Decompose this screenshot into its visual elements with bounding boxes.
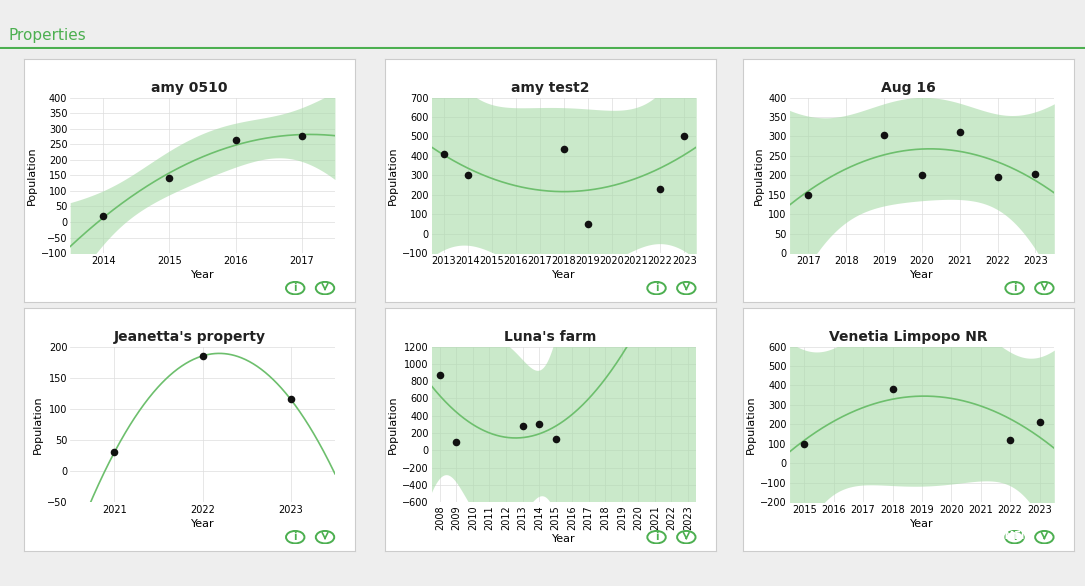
Y-axis label: Population: Population <box>746 395 756 454</box>
Text: Aug 16: Aug 16 <box>881 81 936 95</box>
Point <box>431 370 448 380</box>
Point <box>105 448 123 457</box>
Text: Venetia Limpopo NR: Venetia Limpopo NR <box>829 330 988 344</box>
Point <box>884 384 902 394</box>
Point <box>988 173 1006 182</box>
Point <box>194 351 212 360</box>
Point <box>1001 435 1019 445</box>
Point <box>1026 169 1044 179</box>
Text: i: i <box>1012 532 1017 542</box>
Point <box>547 434 564 444</box>
Text: DOWNLOAD JSON DOCUMENT: DOWNLOAD JSON DOCUMENT <box>875 532 1035 541</box>
Y-axis label: Population: Population <box>33 395 42 454</box>
Point <box>579 219 597 229</box>
Point <box>1031 418 1048 427</box>
X-axis label: Year: Year <box>552 534 576 544</box>
Point <box>94 211 112 220</box>
Point <box>459 171 476 180</box>
Point <box>282 395 299 404</box>
Text: amy 0510: amy 0510 <box>151 81 228 95</box>
Point <box>435 149 452 159</box>
Point <box>161 174 178 183</box>
Point <box>795 439 813 448</box>
Text: i: i <box>654 283 659 293</box>
Point <box>293 132 310 141</box>
Text: i: i <box>654 532 659 542</box>
Point <box>514 421 532 431</box>
Point <box>227 135 244 144</box>
Text: Luna's farm: Luna's farm <box>505 330 597 344</box>
X-axis label: Year: Year <box>191 270 215 280</box>
Point <box>676 132 693 141</box>
Point <box>800 190 817 199</box>
Point <box>651 184 668 193</box>
X-axis label: Year: Year <box>910 519 934 529</box>
Point <box>531 419 548 428</box>
Point <box>952 127 969 137</box>
X-axis label: Year: Year <box>552 270 576 280</box>
X-axis label: Year: Year <box>191 519 215 529</box>
Text: i: i <box>1012 283 1017 293</box>
Text: i: i <box>293 532 297 542</box>
Y-axis label: Population: Population <box>388 395 398 454</box>
Point <box>876 131 893 140</box>
X-axis label: Year: Year <box>910 270 934 280</box>
Text: Jeanetta's property: Jeanetta's property <box>113 330 266 344</box>
Text: i: i <box>293 283 297 293</box>
Y-axis label: Population: Population <box>388 146 398 205</box>
Text: amy test2: amy test2 <box>511 81 590 95</box>
Y-axis label: Population: Population <box>27 146 37 205</box>
Text: Properties: Properties <box>9 28 87 43</box>
Point <box>448 437 465 447</box>
Y-axis label: Population: Population <box>754 146 764 205</box>
Point <box>914 171 931 180</box>
Point <box>556 144 573 154</box>
